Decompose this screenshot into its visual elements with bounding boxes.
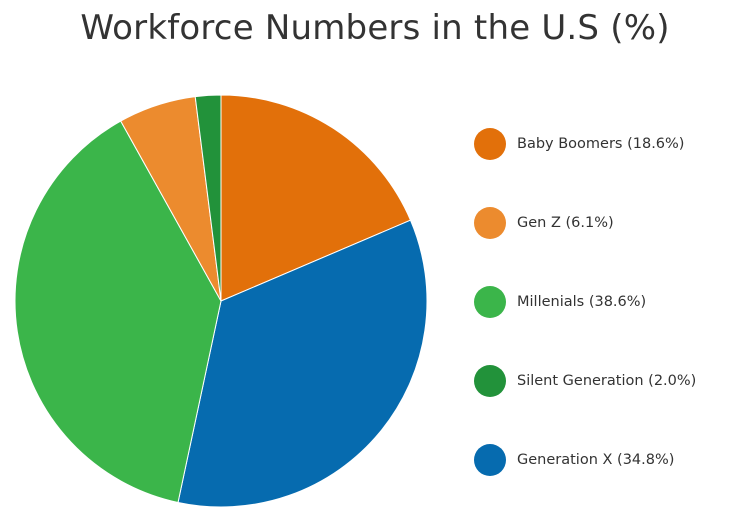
legend-swatch-generation-x	[474, 444, 506, 476]
pie-slice-baby-boomers	[220, 94, 412, 302]
legend-label-gen-z: Gen Z (6.1%)	[517, 215, 614, 231]
legend-label-generation-x: Generation X (34.8%)	[517, 452, 675, 468]
pie-slice-generation-x	[177, 219, 428, 508]
legend-item-generation-x: Generation X (34.8%)	[474, 442, 674, 478]
pie-slice-millenials	[14, 120, 222, 504]
legend-swatch-gen-z	[474, 207, 506, 239]
legend-item-silent-generation: Silent Generation (2.0%)	[474, 363, 696, 399]
legend-label-millenials: Millenials (38.6%)	[517, 294, 647, 310]
pie-slice-silent-generation	[194, 94, 222, 302]
legend-swatch-millenials	[474, 286, 506, 318]
legend-item-baby-boomers: Baby Boomers (18.6%)	[474, 126, 684, 162]
legend-item-gen-z: Gen Z (6.1%)	[474, 205, 614, 241]
legend-swatch-baby-boomers	[474, 128, 506, 160]
chart-title: Workforce Numbers in the U.S (%)	[80, 8, 670, 48]
legend-item-millenials: Millenials (38.6%)	[474, 284, 646, 320]
legend-swatch-silent-generation	[474, 365, 506, 397]
legend-label-silent-generation: Silent Generation (2.0%)	[517, 373, 697, 389]
legend-label-baby-boomers: Baby Boomers (18.6%)	[517, 136, 685, 152]
